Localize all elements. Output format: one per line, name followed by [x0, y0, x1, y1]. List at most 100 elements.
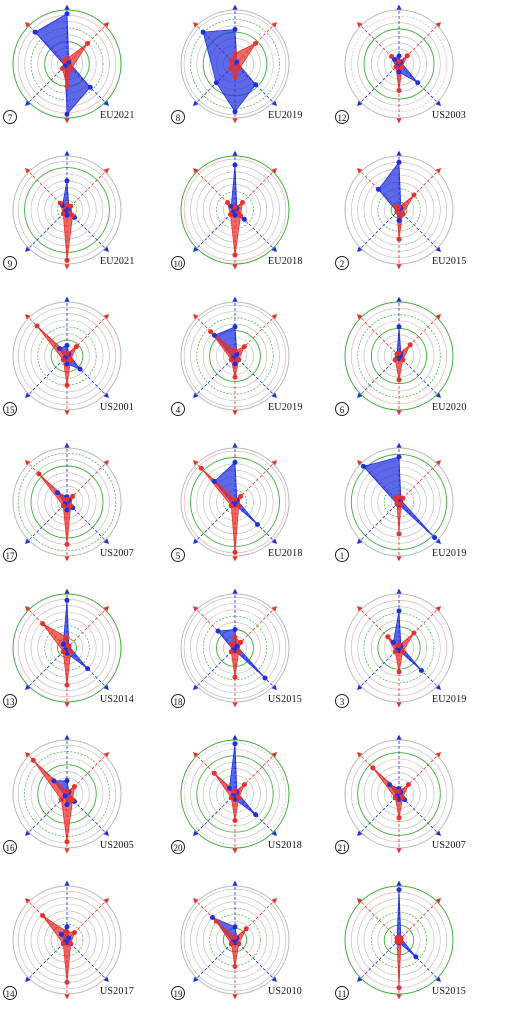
red-data-point	[64, 682, 70, 688]
grid-ring	[44, 625, 90, 671]
axis-line	[192, 939, 236, 983]
red-data-point	[394, 501, 400, 507]
grid-ring	[24, 751, 110, 837]
rank-badge: 10	[171, 256, 185, 270]
axis-arrowhead	[357, 460, 363, 466]
blue-data-point	[32, 29, 38, 35]
rank-badge: 1	[335, 548, 349, 562]
axis-arrowhead	[103, 538, 109, 544]
blue-data-point	[396, 454, 402, 460]
red-data-point	[232, 496, 238, 502]
red-data-point	[238, 213, 244, 219]
red-data-point	[394, 351, 400, 357]
radar-svg	[12, 588, 122, 708]
axis-arrowhead	[357, 314, 363, 320]
axis-arrowhead	[103, 898, 109, 904]
outer-ring	[12, 155, 122, 265]
dataset-label: EU2019	[268, 402, 303, 413]
axis-arrowhead	[435, 976, 441, 982]
red-data-point	[396, 236, 402, 242]
outer-ring	[12, 593, 122, 703]
axis-arrowhead	[435, 684, 441, 690]
red-data-point	[68, 357, 74, 363]
axis-arrowhead	[25, 976, 31, 982]
axis-arrowhead	[232, 588, 238, 594]
grid-ring	[17, 890, 117, 990]
axis-arrowhead	[396, 118, 402, 124]
axis-arrowhead	[25, 606, 31, 612]
red-data-point	[394, 939, 400, 945]
axis-arrowhead	[435, 246, 441, 252]
red-data-point	[60, 941, 66, 947]
blue-data-point	[215, 628, 221, 634]
red-data-point	[392, 795, 398, 801]
axis-arrowhead	[357, 976, 363, 982]
red-data-point	[34, 323, 40, 329]
axis-arrowhead	[103, 22, 109, 28]
axis-arrowhead	[103, 606, 109, 612]
outer-ring	[180, 301, 290, 411]
red-data-point	[396, 88, 402, 93]
outer-ring	[344, 739, 454, 849]
axis-arrowhead	[357, 830, 363, 836]
axis-arrowhead	[64, 588, 70, 594]
axis-arrowhead	[435, 22, 441, 28]
axis-arrowhead	[232, 264, 238, 270]
axis-line	[192, 793, 236, 837]
rank-badge: 8	[171, 110, 185, 124]
rank-badge: 4	[171, 402, 185, 416]
radar-chart-7: 4 EU2019	[171, 294, 328, 434]
axis-line	[192, 209, 236, 253]
axis-arrowhead	[396, 734, 402, 740]
radar-chart-19: 19 US2010	[171, 878, 328, 1018]
dataset-label: US2007	[432, 840, 466, 851]
radar-svg	[12, 734, 122, 854]
blue-data-point	[64, 778, 70, 784]
blue-data-point	[253, 812, 259, 818]
outer-ring	[12, 9, 122, 119]
blue-data-point	[66, 935, 72, 941]
red-data-point	[232, 549, 238, 555]
red-data-point	[228, 641, 234, 647]
axis-arrowhead	[64, 150, 70, 156]
rank-badge: 16	[3, 840, 17, 854]
blue-data-point	[396, 324, 402, 330]
red-data-point	[392, 495, 398, 501]
blue-data-point	[64, 11, 70, 17]
axis-arrowhead	[193, 168, 199, 174]
red-data-point	[68, 203, 74, 209]
radar-chart-17: 21 US2007	[335, 732, 492, 872]
red-data-point	[232, 934, 238, 940]
blue-data-point	[387, 782, 393, 788]
red-data-point	[396, 531, 402, 537]
axis-arrowhead	[271, 976, 277, 982]
dataset-label: US2015	[268, 694, 302, 705]
blue-data-point	[396, 159, 402, 165]
axis-arrowhead	[396, 702, 402, 708]
outer-ring	[344, 593, 454, 703]
radar-chart-11: 1 EU2019	[335, 440, 492, 580]
outer-ring	[344, 301, 454, 411]
blue-data-point	[232, 924, 238, 930]
radar-chart-12: 13 US2014	[3, 586, 160, 726]
axis-arrowhead	[64, 296, 70, 302]
red-data-point	[70, 213, 76, 219]
red-data-point	[232, 348, 238, 354]
axis-line	[356, 355, 400, 399]
blue-data-point	[57, 346, 62, 351]
red-data-point	[30, 757, 36, 763]
red-data-point	[236, 795, 242, 801]
grid-ring	[190, 603, 280, 693]
axis-arrowhead	[64, 442, 70, 448]
axis-arrowhead	[357, 684, 363, 690]
red-data-point	[70, 493, 76, 499]
blue-data-point	[232, 324, 238, 330]
rank-badge: 2	[335, 256, 349, 270]
grid-ring	[196, 609, 274, 687]
rank-badge: 18	[171, 694, 185, 708]
rank-badge: 12	[335, 110, 349, 124]
radar-svg	[344, 588, 454, 708]
outer-ring	[12, 885, 122, 995]
radar-chart-6: 15 US2001	[3, 294, 160, 434]
axis-arrowhead	[435, 830, 441, 836]
